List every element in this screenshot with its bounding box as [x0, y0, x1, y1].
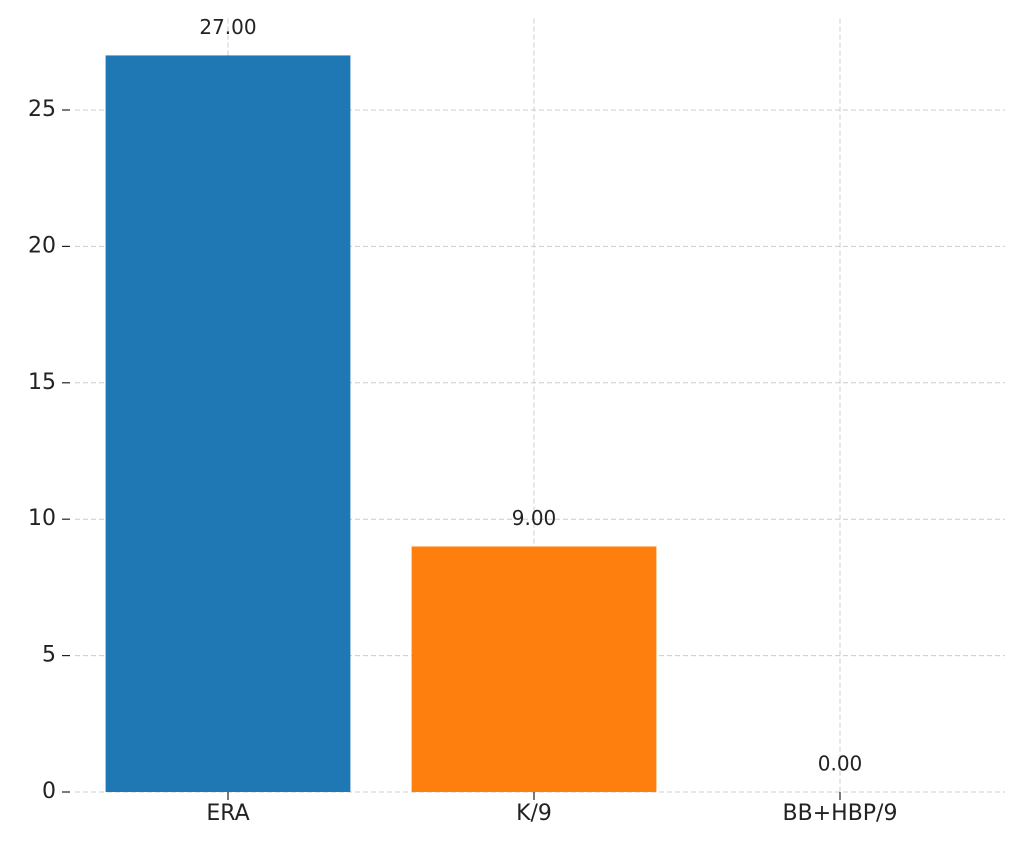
value-label: 27.00: [199, 15, 256, 39]
value-label: 0.00: [818, 752, 863, 776]
x-tick-label: K/9: [516, 801, 552, 826]
y-tick-label: 10: [28, 506, 56, 531]
y-tick-label: 15: [28, 370, 56, 395]
value-label: 9.00: [512, 506, 557, 530]
bar: [411, 546, 657, 792]
x-tick-label: BB+HBP/9: [783, 801, 898, 826]
x-tick-label: ERA: [206, 801, 249, 826]
bar: [105, 55, 351, 792]
y-tick-label: 0: [42, 779, 56, 804]
y-tick-label: 25: [28, 97, 56, 122]
y-tick-label: 5: [42, 643, 56, 668]
y-tick-label: 20: [28, 233, 56, 258]
